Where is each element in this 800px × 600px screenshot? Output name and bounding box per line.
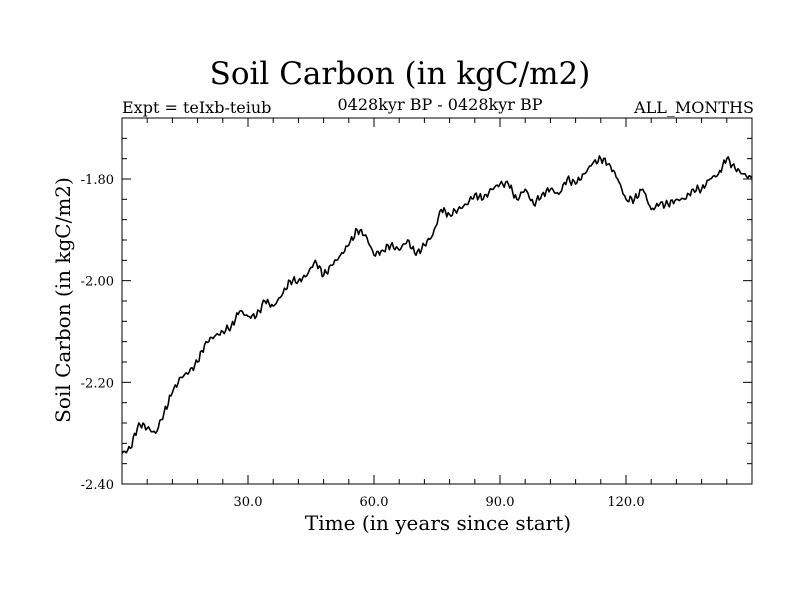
x-tick-label: 30.0 xyxy=(234,495,263,510)
x-tick-label: 90.0 xyxy=(486,495,515,510)
experiment-label: Expt = teIxb-teiub xyxy=(122,98,272,117)
x-tick-label: 120.0 xyxy=(607,495,644,510)
x-axis-label: Time (in years since start) xyxy=(304,511,572,535)
y-axis: -2.40 -2.20 -2.00 -1.80 xyxy=(81,117,752,493)
period-label: 0428kyr BP - 0428kyr BP xyxy=(337,95,543,114)
x-tick-label: 60.0 xyxy=(360,495,389,510)
series-group xyxy=(121,155,753,454)
y-tick-label: -1.80 xyxy=(81,173,114,188)
y-tick-label: -2.40 xyxy=(81,478,114,493)
chart-title: Soil Carbon (in kgC/m2) xyxy=(209,56,591,92)
y-tick-label: -2.00 xyxy=(81,275,114,290)
months-label: ALL_MONTHS xyxy=(634,98,754,117)
plot-frame xyxy=(121,117,753,485)
series-line-0 xyxy=(121,155,753,454)
y-tick-label: -2.20 xyxy=(81,376,114,391)
x-axis: 30.0 60.0 90.0 120.0 xyxy=(146,118,728,510)
